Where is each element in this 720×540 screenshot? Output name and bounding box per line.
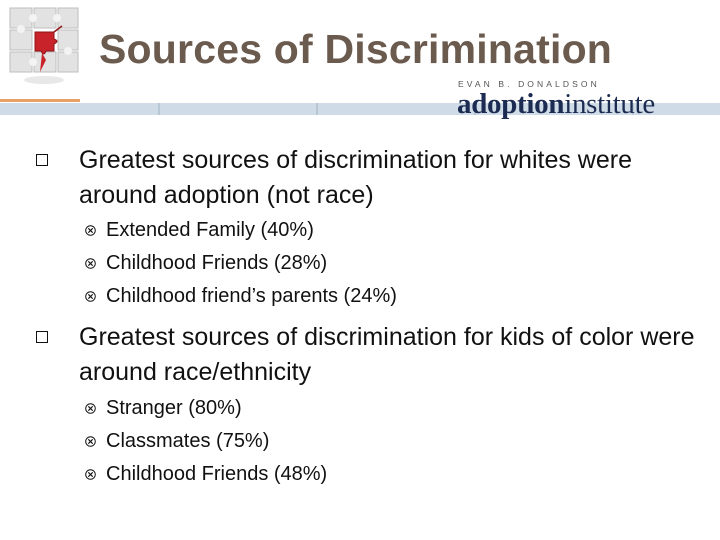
rule-tick bbox=[316, 103, 318, 115]
sub-bullet: Childhood friend’s parents (24%) bbox=[106, 285, 397, 307]
bullet-point-1: Greatest sources of discrimination for w… bbox=[79, 146, 632, 209]
institute-logo-word-light: institute bbox=[564, 88, 655, 120]
square-bullet-icon bbox=[36, 331, 48, 343]
institute-logo-word-bold: adoption bbox=[457, 88, 565, 120]
institute-logo: EVAN B. DONALDSON adoptioninstitute bbox=[457, 79, 655, 119]
circled-x-bullet-icon bbox=[85, 469, 96, 480]
sub-bullet: Extended Family (40%) bbox=[106, 219, 314, 241]
sub-bullet: Childhood Friends (48%) bbox=[106, 463, 328, 485]
circled-x-bullet-icon bbox=[85, 403, 96, 414]
slide-title: Sources of Discrimination bbox=[99, 26, 613, 72]
institute-logo-name: adoptioninstitute bbox=[457, 90, 655, 119]
puzzle-pieces-icon bbox=[9, 7, 79, 84]
rule-tick bbox=[632, 103, 634, 115]
circled-x-bullet-icon bbox=[85, 436, 96, 447]
sub-bullet: Classmates (75%) bbox=[106, 430, 270, 452]
circled-x-bullet-icon bbox=[85, 291, 96, 302]
rule-tick bbox=[474, 103, 476, 115]
circled-x-bullet-icon bbox=[85, 258, 96, 269]
title-accent-orange bbox=[0, 99, 80, 102]
circled-x-bullet-icon bbox=[85, 225, 96, 236]
sub-bullet: Stranger (80%) bbox=[106, 397, 242, 419]
square-bullet-icon bbox=[36, 154, 48, 166]
bullet-point-2: Greatest sources of discrimination for k… bbox=[79, 323, 695, 386]
title-accent-blue bbox=[0, 103, 720, 115]
sub-bullet: Childhood Friends (28%) bbox=[106, 252, 328, 274]
institute-logo-top: EVAN B. DONALDSON bbox=[458, 79, 600, 89]
rule-tick bbox=[158, 103, 160, 115]
